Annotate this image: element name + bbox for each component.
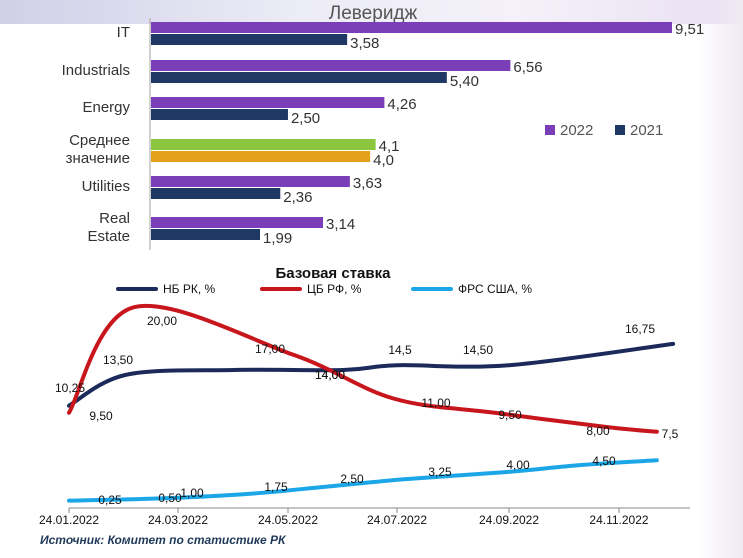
line-x-tick-label-1: 24.03.2022: [148, 513, 208, 527]
line-data-label-1-1: 20,00: [147, 314, 177, 328]
line-data-label-2-5: 3,25: [428, 465, 452, 479]
line-legend-label-0: НБ РК, %: [163, 282, 216, 296]
bar-legend-swatch-2021: [615, 125, 625, 135]
bar-value-label-2022-2: 4,26: [387, 96, 416, 113]
bar-category-label-1: Industrials: [62, 62, 130, 79]
bar-2022-5: [151, 217, 324, 228]
bar-value-label-2022-0: 9,51: [675, 21, 704, 38]
line-chart-title: Базовая ставка: [276, 265, 392, 282]
bar-2022-2: [151, 97, 385, 108]
line-legend-label-1: ЦБ РФ, %: [307, 282, 362, 296]
line-data-label-1-6: 8,00: [586, 424, 610, 438]
bar-category-label-4: Utilities: [82, 178, 130, 195]
line-data-label-0-0: 10,25: [55, 381, 85, 395]
line-data-label-2-6: 4,00: [506, 458, 530, 472]
line-data-label-0-4: 14,5: [388, 343, 412, 357]
source-note: Источник: Комитет по статистике РК: [40, 533, 286, 547]
bar-value-label-2021-4: 2,36: [283, 189, 312, 206]
bar-value-label-2021-1: 5,40: [450, 73, 479, 90]
line-x-tick-label-0: 24.01.2022: [39, 513, 99, 527]
bar-2022-1: [151, 60, 511, 71]
bar-value-label-2022-3: 4,1: [379, 138, 400, 155]
line-data-label-2-3: 1,75: [264, 480, 288, 494]
line-data-label-2-7: 4,50: [592, 454, 616, 468]
line-data-label-2-1: 0,50: [158, 491, 182, 505]
bar-2021-4: [151, 188, 281, 199]
header-band: [0, 0, 743, 24]
bar-2022-3: [151, 139, 376, 150]
line-data-label-0-5: 14,50: [463, 343, 493, 357]
bar-2022-0: [151, 22, 672, 33]
line-data-label-1-7: 7,5: [662, 427, 679, 441]
bar-2021-0: [151, 34, 348, 45]
bar-legend-label-2021: 2021: [630, 122, 663, 139]
bar-value-label-2021-0: 3,58: [350, 35, 379, 52]
line-data-label-2-4: 2,50: [340, 472, 364, 486]
bar-value-label-2021-2: 2,50: [291, 110, 320, 127]
bar-category-label-0: IT: [117, 24, 130, 41]
bar-category-label-3: Среднее: [69, 132, 130, 149]
line-data-label-1-2: 17,00: [255, 342, 285, 356]
bar-value-label-2022-1: 6,56: [513, 59, 542, 76]
bar-category-label-5: Real: [99, 210, 130, 227]
line-series-0: [67, 341, 676, 408]
line-data-label-1-0: 9,50: [89, 409, 113, 423]
bar-2021-3: [151, 151, 371, 162]
line-series-2: [67, 458, 659, 503]
line-data-label-1-3: 14,00: [315, 368, 345, 382]
bar-value-label-2021-3: 4,0: [373, 152, 394, 169]
line-data-label-0-6: 16,75: [625, 322, 655, 336]
line-data-label-0-1: 13,50: [103, 353, 133, 367]
bar-category-label-5: Estate: [87, 228, 130, 245]
bar-2021-2: [151, 109, 288, 120]
bar-legend-swatch-2022: [545, 125, 555, 135]
bar-2021-5: [151, 229, 261, 240]
bar-chart-title: Леверидж: [329, 3, 418, 24]
line-data-label-1-4: 11,00: [421, 396, 450, 410]
line-series-1: [67, 303, 659, 434]
bar-2022-4: [151, 176, 350, 187]
line-x-tick-label-4: 24.09.2022: [479, 513, 539, 527]
line-x-tick-label-3: 24.07.2022: [367, 513, 427, 527]
bar-value-label-2021-5: 1,99: [263, 230, 292, 247]
bar-2021-1: [151, 72, 447, 83]
bar-legend-label-2022: 2022: [560, 122, 593, 139]
line-data-label-0-2: 14,00: [315, 368, 345, 382]
line-x-tick-label-2: 24.05.2022: [258, 513, 318, 527]
line-data-label-2-0: 0,25: [98, 493, 122, 507]
line-data-label-2-2: 1,00: [180, 486, 204, 500]
bar-value-label-2022-4: 3,63: [353, 175, 382, 192]
line-data-label-1-5: 9,50: [498, 408, 522, 422]
bar-value-label-2022-5: 3,14: [326, 216, 355, 233]
bar-category-label-3: значение: [66, 150, 130, 167]
line-legend-label-2: ФРС США, %: [458, 282, 532, 296]
line-x-tick-label-5: 24.11.2022: [589, 513, 648, 527]
right-gradient: [697, 0, 743, 558]
bar-category-label-2: Energy: [82, 99, 130, 116]
